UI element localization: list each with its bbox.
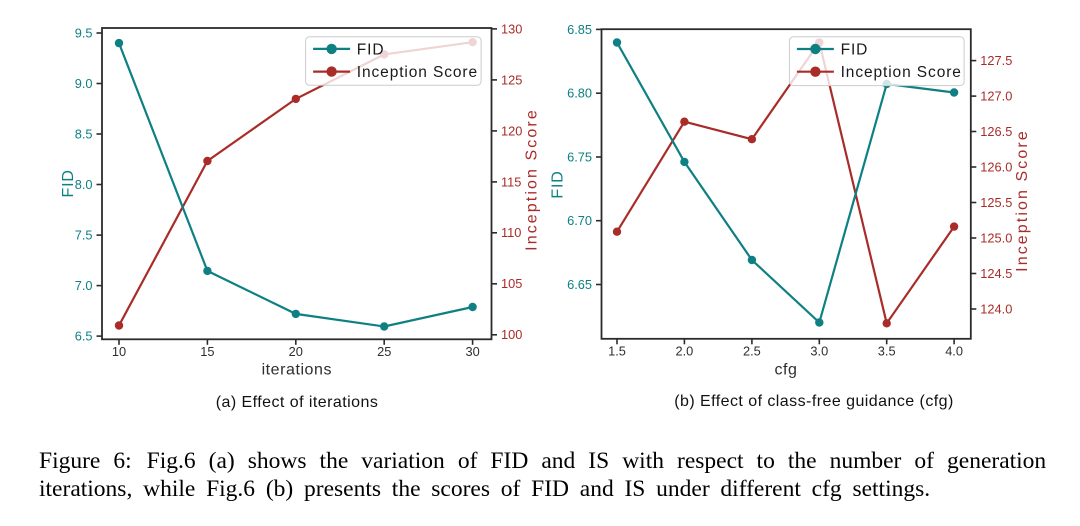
svg-text:Inception Score: Inception Score [841, 64, 962, 81]
svg-text:127.0: 127.0 [980, 89, 1012, 104]
svg-text:4.0: 4.0 [945, 343, 963, 358]
svg-text:7.5: 7.5 [75, 228, 93, 243]
svg-text:126.5: 126.5 [980, 124, 1012, 139]
svg-text:(a) Effect of iterations: (a) Effect of iterations [216, 394, 379, 411]
svg-text:125.5: 125.5 [980, 195, 1012, 210]
svg-text:6.70: 6.70 [567, 213, 592, 228]
svg-text:3.5: 3.5 [878, 343, 896, 358]
svg-text:cfg: cfg [775, 361, 798, 378]
svg-text:6.75: 6.75 [567, 149, 592, 164]
svg-text:6.80: 6.80 [567, 86, 592, 101]
svg-text:(b) Effect of class-free guida: (b) Effect of class-free guidance (cfg) [674, 393, 954, 410]
svg-text:2.0: 2.0 [676, 343, 694, 358]
svg-text:9.0: 9.0 [75, 76, 93, 91]
svg-text:130: 130 [501, 21, 522, 36]
svg-text:Inception Score: Inception Score [524, 108, 541, 251]
svg-text:FID: FID [841, 41, 869, 58]
svg-text:125.0: 125.0 [980, 230, 1012, 245]
svg-text:1.5: 1.5 [608, 343, 626, 358]
svg-text:2.5: 2.5 [743, 343, 761, 358]
svg-text:105: 105 [501, 276, 522, 291]
svg-text:127.5: 127.5 [980, 53, 1012, 68]
svg-text:110: 110 [501, 225, 521, 240]
svg-text:124.0: 124.0 [980, 301, 1012, 316]
svg-text:FID: FID [550, 170, 567, 198]
svg-text:6.85: 6.85 [567, 22, 592, 37]
svg-text:8.0: 8.0 [75, 177, 93, 192]
svg-text:30: 30 [465, 344, 479, 359]
svg-text:9.5: 9.5 [75, 25, 93, 40]
svg-text:120: 120 [501, 123, 522, 138]
svg-text:7.0: 7.0 [75, 278, 93, 293]
svg-text:125: 125 [501, 72, 522, 87]
svg-text:15: 15 [200, 344, 214, 359]
svg-text:100: 100 [501, 327, 522, 342]
svg-text:Inception Score: Inception Score [357, 64, 478, 81]
svg-text:124.5: 124.5 [980, 266, 1012, 281]
svg-text:10: 10 [112, 344, 126, 359]
svg-text:6.65: 6.65 [567, 277, 592, 292]
svg-text:25: 25 [377, 344, 391, 359]
svg-text:6.5: 6.5 [75, 329, 93, 344]
svg-text:iterations: iterations [262, 361, 332, 378]
svg-text:3.0: 3.0 [810, 343, 828, 358]
svg-text:FID: FID [60, 169, 77, 197]
svg-text:8.5: 8.5 [75, 126, 93, 141]
svg-text:20: 20 [289, 344, 303, 359]
svg-text:115: 115 [501, 174, 521, 189]
svg-text:Inception Score: Inception Score [1014, 129, 1031, 272]
svg-text:126.0: 126.0 [980, 159, 1012, 174]
svg-text:FID: FID [357, 41, 385, 58]
